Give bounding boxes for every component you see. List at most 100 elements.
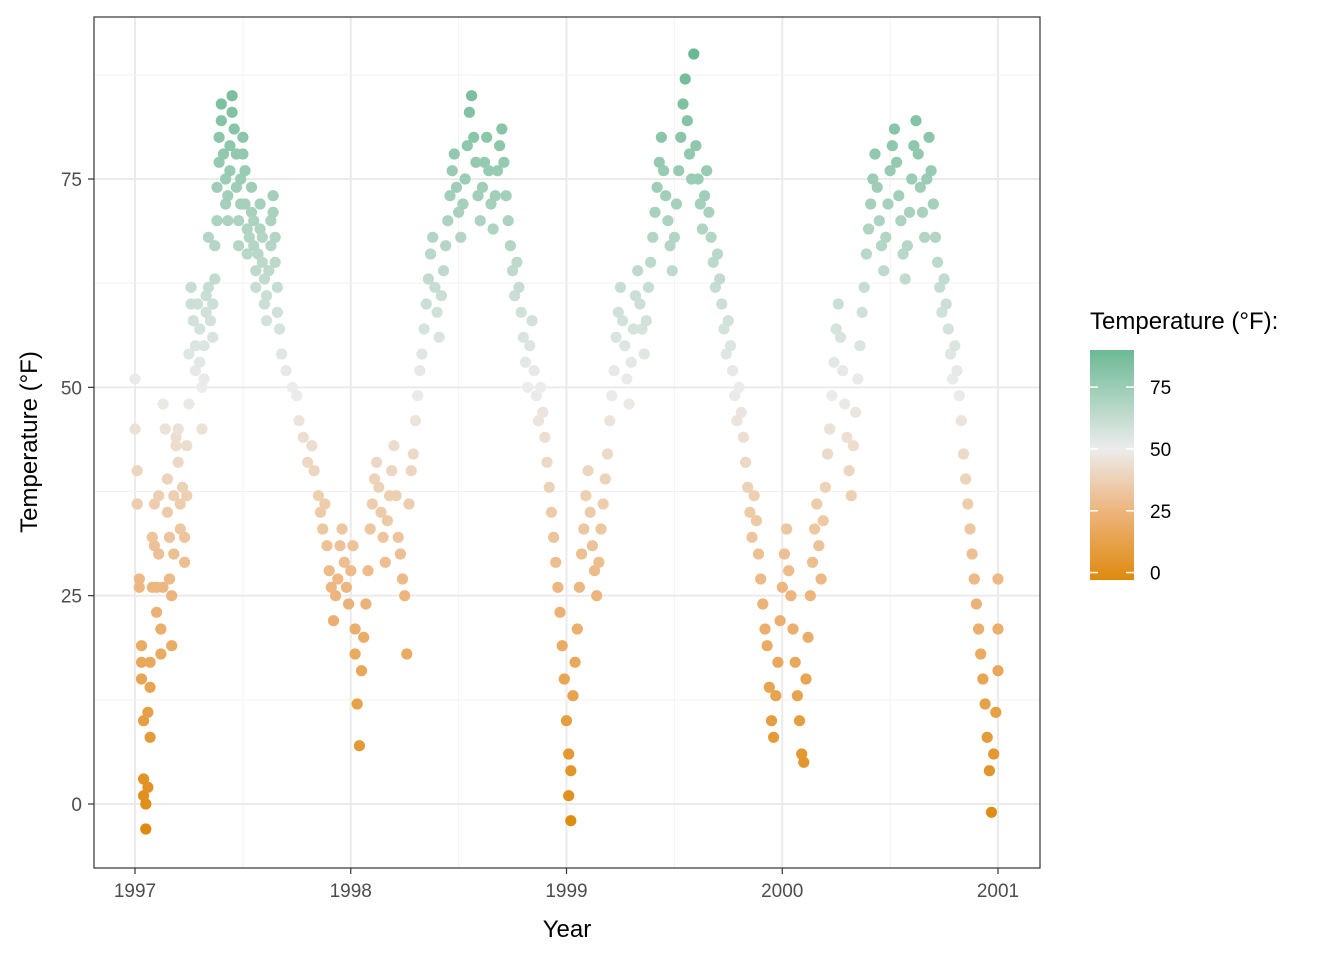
data-point xyxy=(157,398,169,410)
data-point xyxy=(960,473,972,485)
data-point xyxy=(515,306,527,318)
data-point xyxy=(718,323,730,335)
data-point xyxy=(250,281,262,293)
data-point xyxy=(558,673,570,685)
data-point xyxy=(276,348,288,360)
data-point xyxy=(256,256,268,268)
data-point xyxy=(888,123,901,135)
data-point xyxy=(878,265,890,277)
data-point xyxy=(358,631,370,643)
data-point xyxy=(245,181,258,193)
data-point xyxy=(200,290,212,302)
data-point xyxy=(619,340,631,352)
data-point xyxy=(711,248,724,260)
data-point xyxy=(964,523,976,535)
data-point xyxy=(230,181,242,193)
data-point xyxy=(696,223,709,235)
data-point xyxy=(217,148,230,160)
data-point xyxy=(852,373,864,385)
data-point xyxy=(192,298,204,310)
data-point xyxy=(500,190,512,202)
data-point xyxy=(677,98,689,110)
data-point xyxy=(189,340,201,352)
data-point xyxy=(332,573,344,585)
y-tick-label: 25 xyxy=(61,587,82,608)
data-point xyxy=(886,140,898,152)
data-point xyxy=(388,440,400,452)
data-point xyxy=(567,690,579,702)
data-point xyxy=(957,448,970,460)
data-point xyxy=(532,415,545,427)
data-point xyxy=(688,48,700,60)
data-point xyxy=(545,506,558,518)
data-point xyxy=(683,148,696,160)
data-point xyxy=(138,773,150,785)
data-point xyxy=(554,606,566,618)
data-point xyxy=(353,740,365,752)
data-point xyxy=(763,681,775,693)
data-point xyxy=(179,531,191,543)
data-point xyxy=(847,440,860,452)
data-point xyxy=(215,98,227,110)
data-point xyxy=(757,598,769,610)
data-point xyxy=(248,240,260,252)
data-point xyxy=(519,356,532,368)
data-point xyxy=(481,131,493,143)
data-point xyxy=(824,423,836,435)
data-point xyxy=(129,423,141,435)
data-point xyxy=(291,390,303,402)
data-point xyxy=(988,748,1000,760)
data-point xyxy=(884,165,896,177)
data-point xyxy=(742,481,754,493)
data-point xyxy=(457,198,469,210)
data-point xyxy=(537,406,549,418)
data-point xyxy=(761,640,773,652)
data-point xyxy=(254,198,266,210)
data-point xyxy=(506,265,519,277)
data-point xyxy=(176,481,189,493)
data-point xyxy=(323,565,335,577)
data-point xyxy=(166,590,178,602)
data-point xyxy=(317,523,329,535)
data-point xyxy=(649,206,661,218)
data-point xyxy=(604,415,616,427)
data-point xyxy=(224,140,236,152)
data-point xyxy=(172,456,184,468)
data-point xyxy=(528,365,540,377)
data-point xyxy=(144,656,156,668)
data-point xyxy=(194,356,206,368)
data-point xyxy=(651,181,663,193)
data-point xyxy=(334,540,346,552)
data-point xyxy=(161,506,173,518)
data-point xyxy=(906,173,918,185)
data-point xyxy=(681,115,693,127)
data-point xyxy=(319,498,331,510)
data-point xyxy=(642,281,655,293)
data-point xyxy=(895,215,907,227)
data-point xyxy=(901,240,914,252)
data-point xyxy=(755,573,767,585)
data-point xyxy=(578,523,590,535)
data-point xyxy=(673,165,685,177)
data-point xyxy=(819,481,832,493)
data-point xyxy=(802,631,814,643)
data-point xyxy=(560,715,573,727)
data-point xyxy=(198,340,210,352)
data-point xyxy=(202,231,214,243)
data-point xyxy=(729,390,741,402)
data-point xyxy=(416,348,428,360)
data-point xyxy=(869,148,881,160)
data-point xyxy=(235,173,247,185)
data-point xyxy=(185,281,197,293)
data-point xyxy=(459,173,471,185)
data-point xyxy=(265,215,277,227)
data-point xyxy=(375,506,387,518)
data-point xyxy=(347,540,359,552)
data-point xyxy=(837,365,849,377)
y-axis-title: Temperature (°F) xyxy=(16,351,43,533)
data-point xyxy=(925,165,937,177)
data-point xyxy=(485,198,497,210)
data-point xyxy=(916,206,929,218)
data-point xyxy=(243,231,255,243)
